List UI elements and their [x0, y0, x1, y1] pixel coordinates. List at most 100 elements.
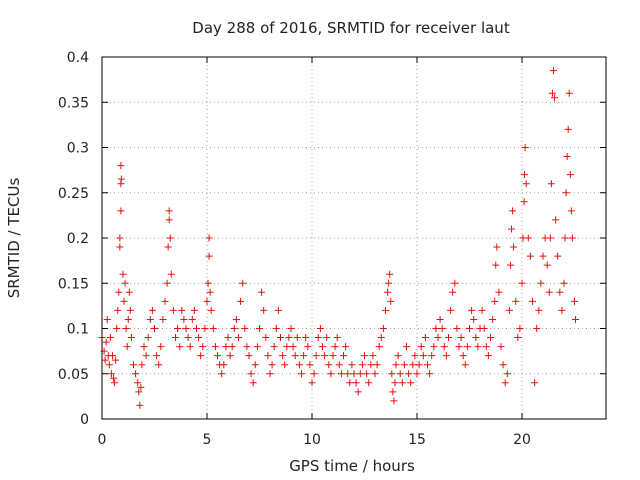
data-point — [457, 334, 465, 342]
data-point — [352, 379, 360, 387]
data-point — [499, 361, 507, 369]
data-point — [306, 361, 314, 369]
data-point — [484, 352, 492, 360]
data-point — [331, 343, 339, 351]
data-point — [193, 325, 200, 332]
data-point — [144, 334, 152, 342]
data-point — [560, 279, 568, 287]
data-point — [285, 334, 293, 342]
data-point — [117, 175, 125, 183]
data-point — [510, 243, 518, 251]
data-point — [373, 361, 381, 369]
data-point — [205, 234, 213, 242]
data-point — [116, 243, 124, 251]
data-point — [195, 334, 203, 342]
data-point — [415, 361, 423, 369]
data-point — [396, 370, 404, 378]
data-point — [451, 279, 459, 287]
data-point — [127, 334, 135, 342]
data-point — [394, 352, 402, 360]
data-point — [157, 343, 165, 351]
data-point — [419, 352, 427, 360]
data-point — [119, 270, 127, 278]
y-tick-label: 0.25 — [58, 186, 89, 202]
data-point — [316, 325, 324, 332]
data-point — [337, 370, 345, 378]
data-point — [148, 306, 156, 314]
data-point — [123, 343, 131, 351]
data-point — [492, 261, 500, 269]
data-point — [466, 325, 473, 332]
data-point — [333, 334, 341, 342]
chart-title: Day 288 of 2016, SRMTID for receiver lau… — [192, 19, 510, 37]
data-point — [310, 370, 318, 378]
data-point — [111, 379, 119, 387]
data-point — [375, 343, 383, 351]
data-point — [508, 225, 515, 233]
data-point — [155, 361, 163, 369]
data-point — [164, 243, 172, 251]
data-point — [302, 334, 310, 342]
data-point — [572, 315, 580, 323]
y-tick-label: 0.05 — [58, 367, 89, 383]
data-point — [112, 356, 120, 364]
data-point — [482, 343, 490, 351]
data-point — [489, 315, 497, 323]
data-point — [314, 334, 322, 342]
data-point — [102, 338, 110, 346]
data-point — [226, 352, 234, 360]
data-point — [461, 361, 469, 369]
y-tick-label: 0.15 — [58, 276, 89, 292]
data-point — [115, 288, 123, 296]
y-tick-label: 0.2 — [67, 231, 89, 247]
data-point — [371, 370, 379, 378]
data-point — [571, 297, 578, 305]
data-point — [447, 306, 455, 314]
x-axis-label: GPS time / hours — [289, 457, 415, 475]
y-tick-label: 0.35 — [58, 95, 89, 111]
data-point — [243, 343, 251, 351]
data-point — [270, 343, 278, 351]
data-point — [262, 334, 270, 342]
data-point — [287, 325, 295, 332]
data-point — [281, 361, 289, 369]
data-point — [350, 370, 358, 378]
data-point — [321, 352, 329, 360]
data-point — [239, 279, 247, 287]
data-point — [319, 343, 326, 351]
data-point — [180, 315, 188, 323]
data-point — [113, 325, 121, 332]
data-point — [474, 343, 482, 351]
data-point — [556, 288, 564, 296]
data-point — [329, 352, 337, 360]
data-point — [176, 343, 184, 351]
data-point — [565, 89, 573, 97]
data-point — [206, 288, 214, 296]
data-point — [389, 388, 397, 396]
data-point — [455, 343, 463, 351]
data-point — [537, 279, 545, 287]
data-point — [564, 125, 572, 133]
data-point — [409, 361, 417, 369]
data-point — [358, 361, 366, 369]
data-point — [432, 325, 440, 332]
data-point — [354, 388, 362, 396]
data-point — [440, 343, 448, 351]
data-point — [172, 334, 179, 342]
data-point — [545, 288, 553, 296]
data-point — [533, 325, 541, 332]
data-point — [163, 279, 171, 287]
data-point — [117, 207, 125, 215]
x-tick-label: 5 — [203, 432, 212, 448]
data-point — [300, 352, 308, 360]
data-point — [405, 370, 413, 378]
data-point — [120, 297, 128, 305]
data-point — [531, 379, 539, 387]
data-point — [136, 401, 144, 409]
data-point — [417, 343, 425, 351]
data-point — [101, 356, 109, 364]
data-point — [289, 343, 297, 351]
data-point — [184, 334, 192, 342]
data-point — [203, 297, 211, 305]
data-point — [274, 306, 282, 314]
